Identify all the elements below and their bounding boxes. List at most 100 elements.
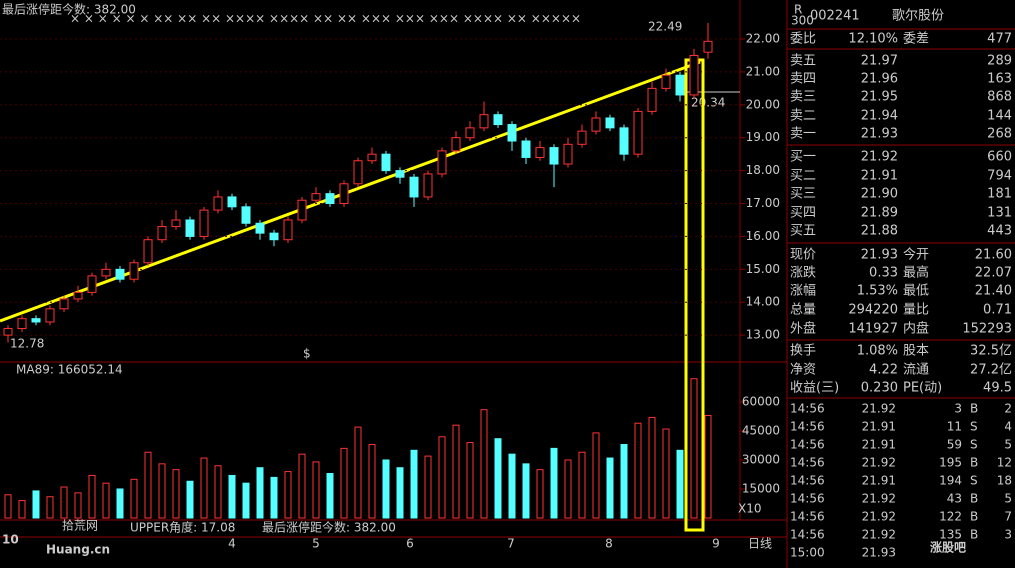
book-price: 21.94 (861, 109, 898, 124)
volume-bar (46, 496, 54, 519)
stat-label: 总量 (790, 303, 816, 318)
stat-label: PE(动) (903, 381, 942, 396)
stat-label: 换手 (790, 344, 816, 359)
trade-time: 14:56 (790, 456, 825, 470)
trade-side: B (970, 456, 978, 470)
stat-label: 最低 (903, 284, 929, 299)
trade-volume: 59 (947, 438, 962, 452)
candle-body (73, 291, 83, 300)
volume-bar (578, 451, 586, 519)
candle-body (703, 40, 713, 53)
stat-value: 27.2亿 (970, 363, 1012, 378)
book-label: 买四 (790, 206, 816, 221)
volume-bar (172, 469, 180, 519)
trade-time: 15:00 (790, 546, 825, 560)
stat-value: 0.230 (861, 381, 898, 396)
top-label: 最后涨停距今数: 382.00 (2, 2, 136, 17)
logo-main: 10 (2, 533, 19, 547)
x-tick-label: 6 (406, 537, 414, 551)
volume-bar (326, 473, 334, 519)
book-label: 买五 (790, 224, 816, 239)
ratio-cell: 477 (987, 32, 1012, 47)
candle-body (157, 226, 167, 241)
book-label: 买一 (790, 150, 816, 165)
book-price: 21.89 (861, 206, 898, 221)
volume-bar (536, 469, 544, 519)
volume-bar (438, 436, 446, 519)
book-price: 21.91 (861, 169, 898, 184)
candle-body (325, 193, 335, 205)
candle-body (241, 206, 251, 224)
stat-value: 4.22 (869, 363, 898, 378)
candle-body (409, 176, 419, 198)
volume-bar (256, 467, 264, 519)
y-tick-label: 22.00 (746, 32, 780, 46)
candle-body (143, 239, 153, 264)
trade-price: 21.93 (862, 546, 896, 560)
volume-bar (522, 463, 530, 519)
candle-body (549, 147, 559, 165)
volume-bar (452, 424, 460, 519)
ref-label: 20.34 (691, 96, 725, 110)
stat-label: 现价 (790, 248, 816, 263)
book-volume: 181 (987, 187, 1012, 202)
period[interactable]: 日线 (748, 537, 772, 551)
volume-bar (102, 482, 110, 519)
volume-bar (466, 442, 474, 519)
book-volume: 289 (987, 54, 1012, 69)
candle-body (675, 74, 685, 96)
volume-bar (270, 476, 278, 519)
trade-time: 14:56 (790, 510, 825, 524)
candle-body (367, 153, 377, 162)
book-volume: 131 (987, 206, 1012, 221)
candle-body (535, 147, 545, 158)
volume-bar (508, 453, 516, 519)
volume-bar (396, 467, 404, 519)
book-price: 21.97 (861, 54, 898, 69)
trade-price: 21.92 (862, 456, 896, 470)
x-tick-label: 5 (312, 537, 320, 551)
candle-body (339, 183, 349, 205)
book-volume: 163 (987, 72, 1012, 87)
stat-label: 股本 (903, 344, 929, 359)
candle-body (3, 328, 13, 336)
trade-volume: 135 (939, 528, 962, 542)
stat-label: 内盘 (903, 321, 929, 337)
trade-count: 5 (1004, 492, 1012, 506)
trade-price: 21.92 (862, 528, 896, 542)
stat-value: 0.33 (869, 266, 898, 281)
candle-body (353, 160, 363, 185)
stat-value: 294220 (848, 303, 898, 318)
volume-bar (592, 432, 600, 519)
trade-count: 7 (1004, 510, 1012, 524)
y-tick-label: 45000 (742, 423, 780, 437)
y-tick-label: 14.00 (746, 295, 780, 309)
candle-body (185, 219, 195, 237)
candle-body (619, 127, 629, 155)
candle-body (297, 199, 307, 221)
volume-bar (634, 422, 642, 519)
volume-bar (60, 486, 68, 519)
y-tick-label: 19.00 (746, 130, 780, 144)
zoom[interactable]: X10 (738, 502, 762, 516)
stat-value: 1.08% (857, 344, 898, 359)
candle-body (479, 114, 489, 129)
stat-label: 外盘 (790, 321, 816, 337)
y-tick-label: 15.00 (746, 262, 780, 276)
trade-price: 21.91 (862, 474, 896, 488)
stock-name: 歌尔股份 (892, 9, 944, 24)
candle-body (563, 143, 573, 165)
volume-bar (74, 492, 82, 519)
candle-body (437, 150, 447, 175)
stat-value: 21.93 (861, 248, 898, 263)
candle-body (171, 219, 181, 228)
volume-bar (340, 447, 348, 519)
book-price: 21.88 (861, 224, 898, 239)
y-tick-label: 21.00 (746, 64, 780, 78)
marker: $ (303, 347, 311, 361)
y-tick-label: 20.00 (746, 97, 780, 111)
trade-count: 18 (997, 474, 1012, 488)
book-label: 卖五 (790, 54, 816, 69)
book-price: 21.96 (861, 72, 898, 87)
